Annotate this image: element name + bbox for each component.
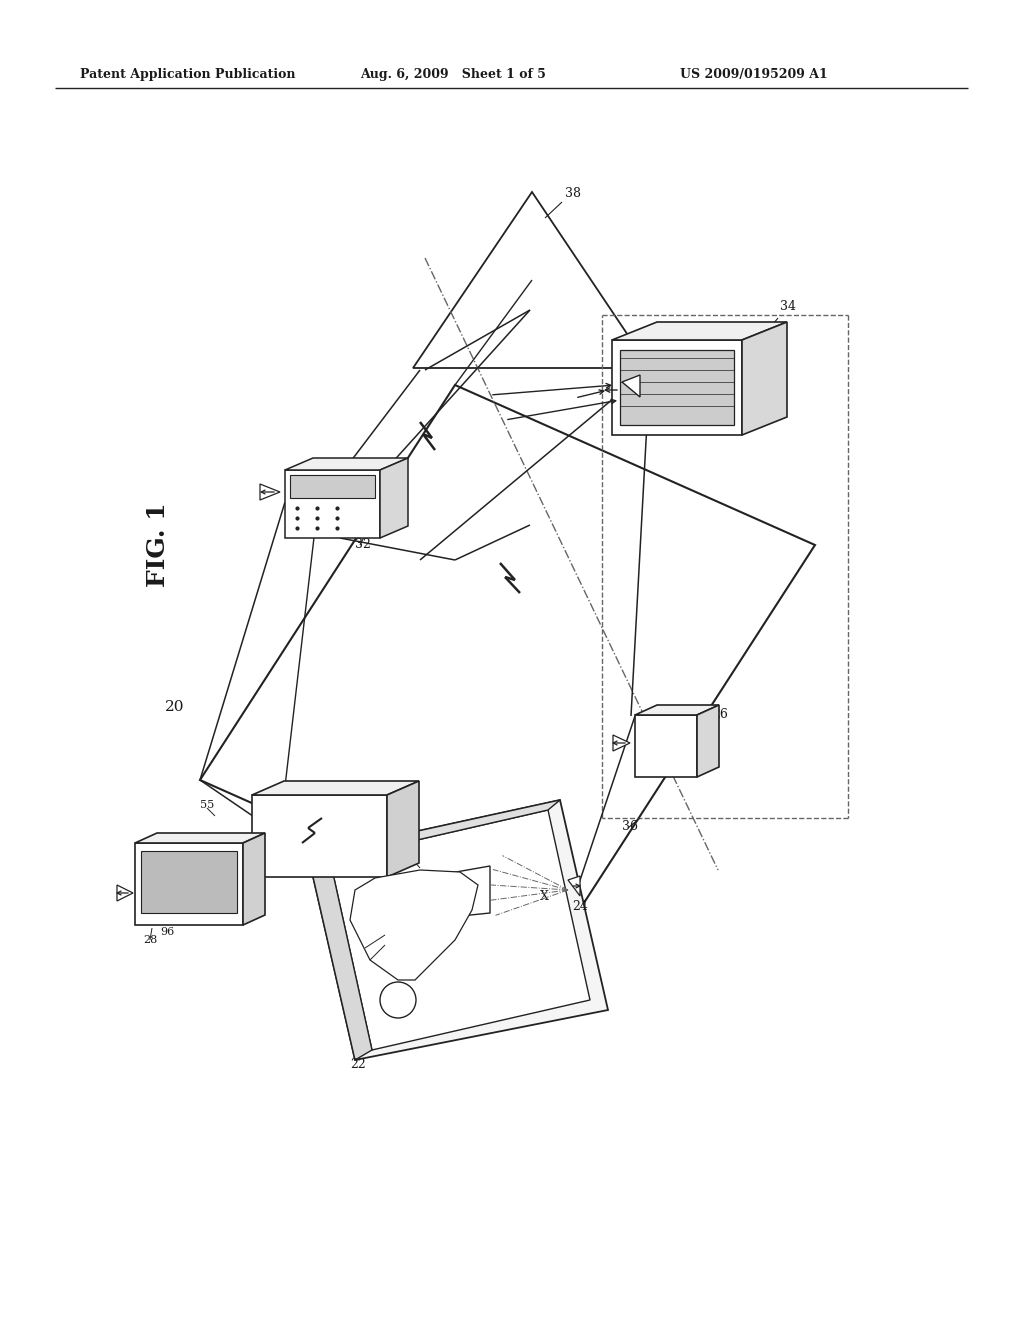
Text: 22: 22 [350,1059,366,1071]
Text: Aug. 6, 2009   Sheet 1 of 5: Aug. 6, 2009 Sheet 1 of 5 [360,69,546,81]
Polygon shape [141,851,237,913]
Text: 28: 28 [143,935,158,945]
Text: 55: 55 [200,800,214,810]
Polygon shape [612,322,787,341]
Polygon shape [308,800,560,861]
Polygon shape [413,191,650,368]
Text: 55: 55 [406,851,419,862]
Polygon shape [622,375,640,397]
Text: 38: 38 [565,187,581,201]
Text: 26: 26 [712,708,728,721]
Polygon shape [330,810,590,1049]
Polygon shape [260,484,280,500]
Polygon shape [252,795,387,876]
Polygon shape [568,876,580,896]
Polygon shape [612,341,742,436]
Text: 24: 24 [572,900,588,913]
Polygon shape [117,884,133,902]
Polygon shape [252,781,419,795]
Text: 32: 32 [355,539,371,550]
Polygon shape [290,475,375,498]
Text: 89: 89 [138,847,153,858]
Text: X: X [540,890,549,903]
Polygon shape [635,715,697,777]
Polygon shape [613,735,630,751]
Polygon shape [135,833,265,843]
Text: US 2009/0195209 A1: US 2009/0195209 A1 [680,69,827,81]
Polygon shape [380,458,408,539]
Polygon shape [350,870,478,979]
Polygon shape [285,470,380,539]
Polygon shape [387,781,419,876]
Polygon shape [308,855,372,1060]
Polygon shape [308,800,608,1060]
Polygon shape [200,385,815,940]
Text: 34: 34 [780,300,796,313]
Text: 30: 30 [319,781,336,795]
Text: Patent Application Publication: Patent Application Publication [80,69,296,81]
Text: FIG. 1: FIG. 1 [146,503,170,587]
Text: 36: 36 [622,820,638,833]
Text: 20: 20 [165,700,184,714]
Polygon shape [285,458,408,470]
Polygon shape [135,843,243,925]
Text: 96: 96 [160,927,174,937]
Polygon shape [635,705,719,715]
Polygon shape [742,322,787,436]
Text: 28: 28 [422,924,436,935]
Polygon shape [243,833,265,925]
Polygon shape [697,705,719,777]
Polygon shape [620,350,734,425]
Polygon shape [422,866,490,920]
